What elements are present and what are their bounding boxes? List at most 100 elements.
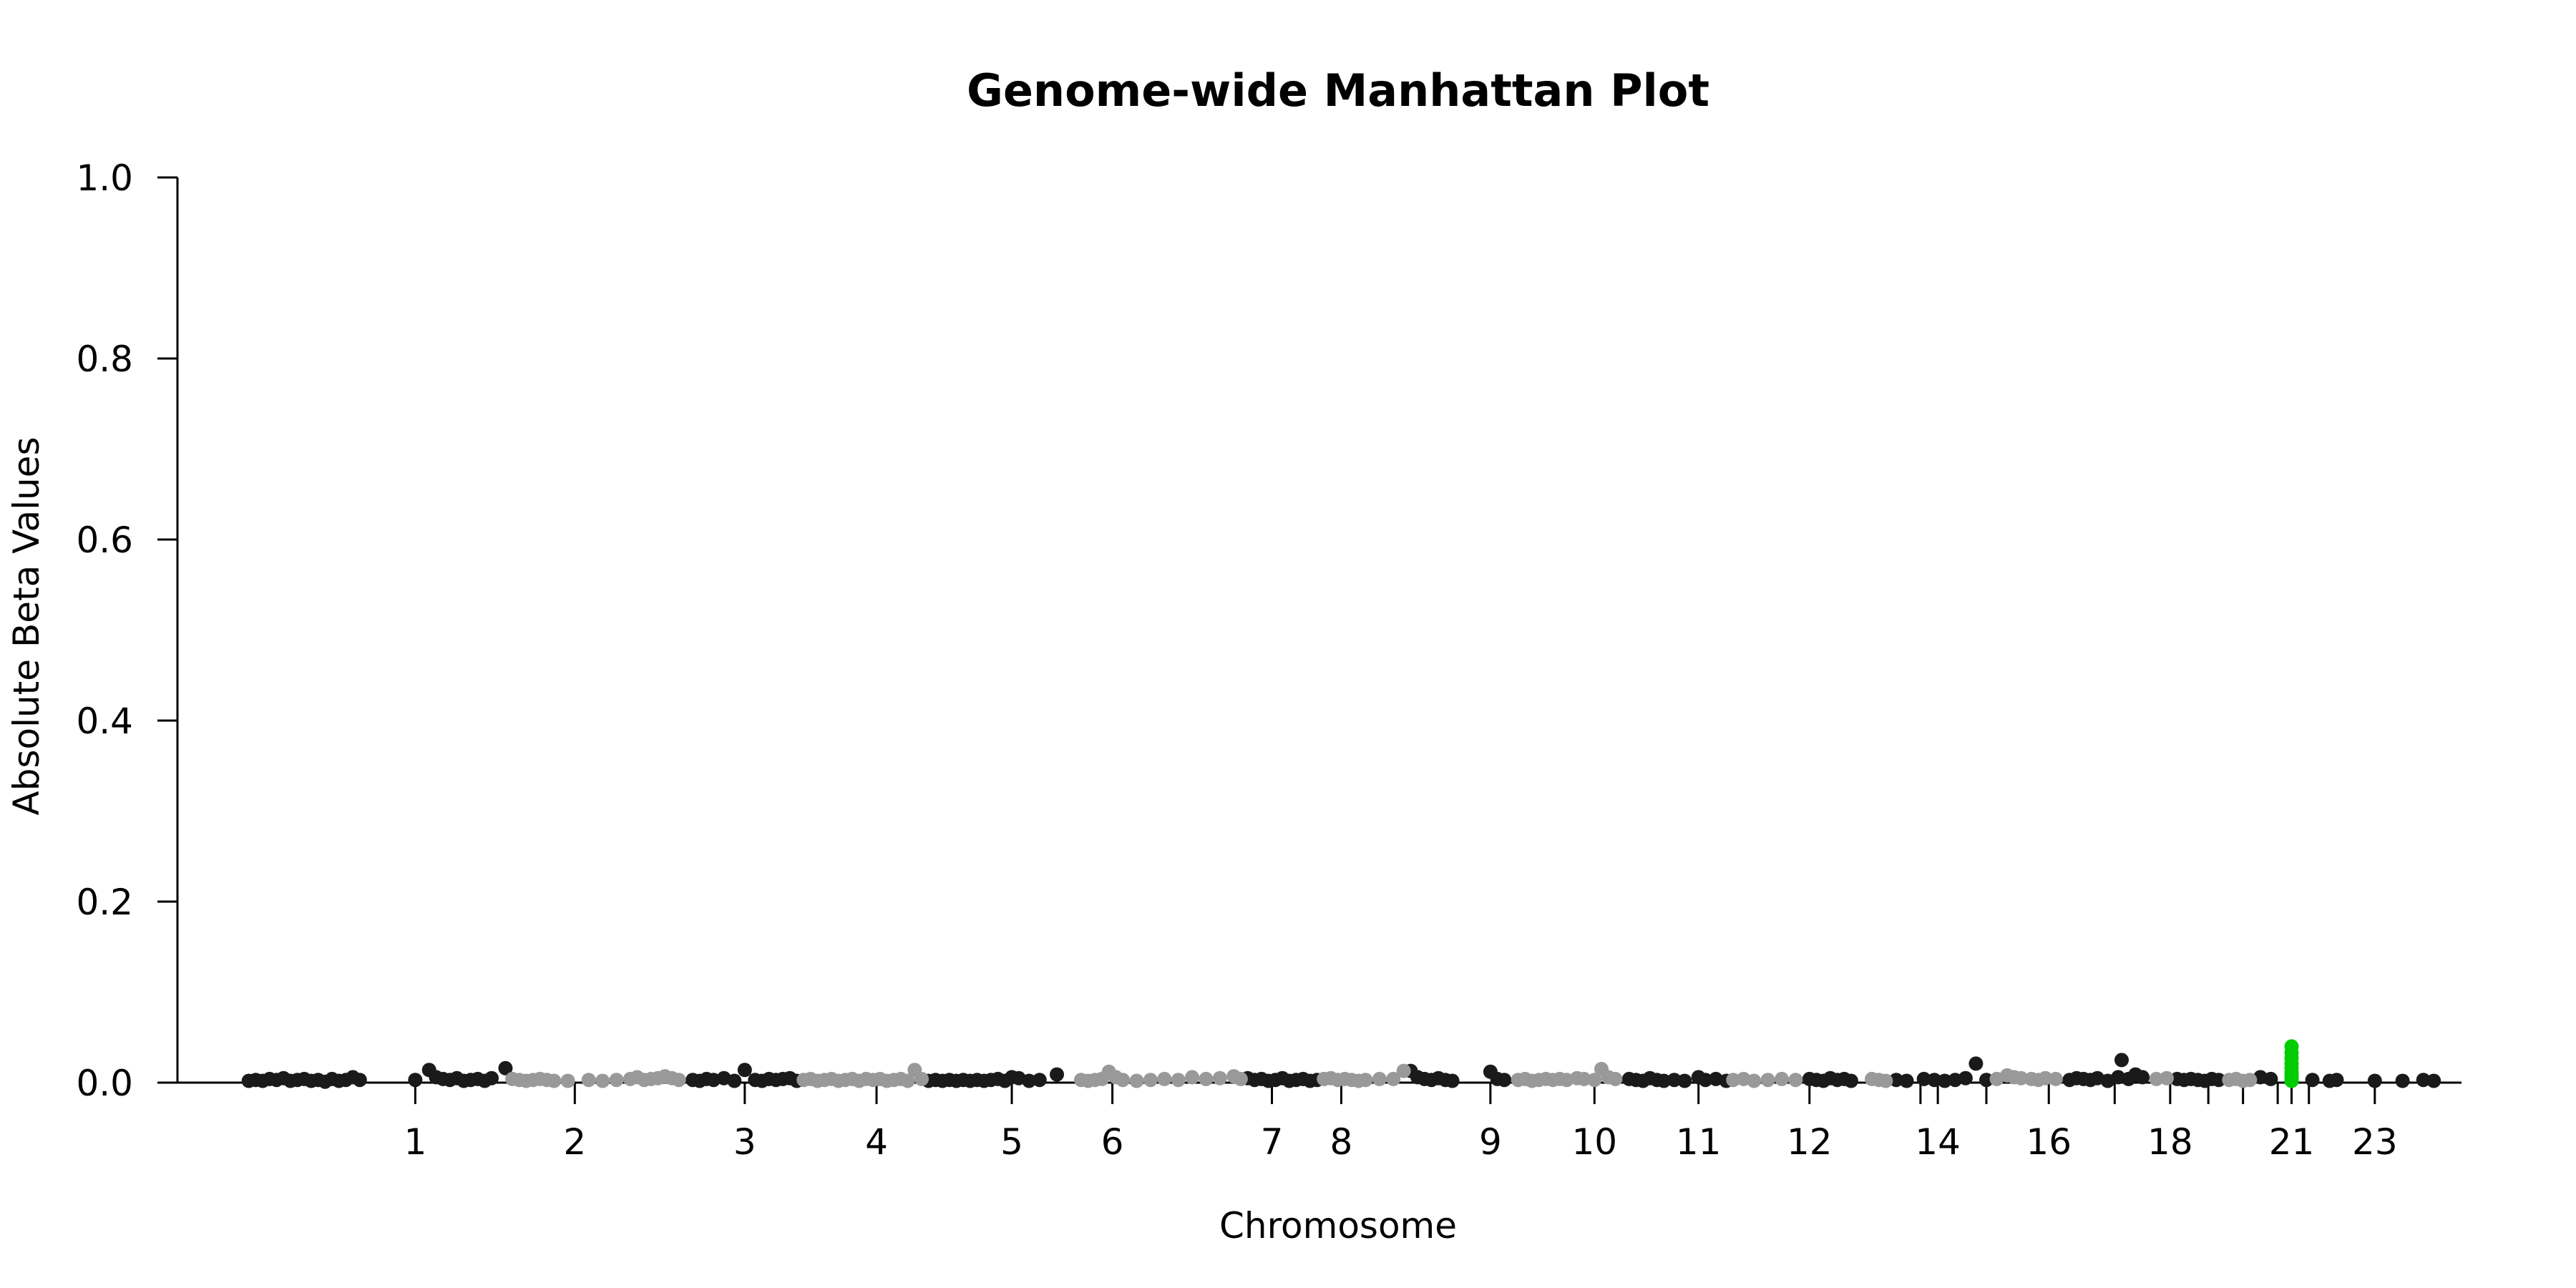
data-point <box>1979 1073 1994 1088</box>
data-point <box>352 1073 367 1088</box>
data-point <box>900 1073 915 1088</box>
data-point <box>2416 1073 2431 1088</box>
data-point <box>2038 1070 2053 1085</box>
data-point <box>595 1073 610 1088</box>
data-point <box>1958 1070 1973 1085</box>
x-tick-label: 4 <box>865 1121 888 1163</box>
data-point <box>1116 1073 1131 1088</box>
data-point <box>1889 1073 1903 1088</box>
data-point <box>1788 1073 1803 1088</box>
data-point <box>1927 1073 1942 1088</box>
x-tick-label: 3 <box>733 1121 756 1163</box>
x-tick-label: 10 <box>1571 1121 1617 1163</box>
x-tick-label: 8 <box>1330 1121 1353 1163</box>
data-point <box>2305 1073 2320 1088</box>
x-tick-label: 23 <box>2352 1121 2398 1163</box>
data-point <box>1396 1063 1411 1078</box>
x-axis-label: Chromosome <box>1219 1205 1457 1246</box>
data-point <box>914 1071 929 1086</box>
data-points <box>241 1039 2441 1089</box>
data-point <box>1937 1073 1952 1088</box>
x-tick-label: 9 <box>1479 1121 1502 1163</box>
y-tick-label: 0.2 <box>76 882 133 923</box>
data-point <box>2395 1073 2410 1088</box>
data-point <box>2263 1071 2278 1086</box>
data-point <box>1698 1073 1713 1088</box>
data-point <box>1878 1073 1893 1088</box>
data-point <box>2284 1073 2299 1088</box>
x-tick-label: 11 <box>1676 1121 1722 1163</box>
data-point <box>1445 1073 1460 1088</box>
data-point <box>2329 1073 2344 1088</box>
chart-title: Genome-wide Manhattan Plot <box>967 64 1709 117</box>
data-point <box>484 1070 499 1085</box>
y-tick-label: 0.4 <box>76 701 133 742</box>
data-point <box>1358 1073 1373 1088</box>
y-tick-label: 0.6 <box>76 519 133 561</box>
data-point <box>609 1073 624 1088</box>
data-point <box>408 1073 423 1088</box>
x-tick-label: 14 <box>1915 1121 1961 1163</box>
x-axis: 1 2 3 4 5 6 7 8 9 10 11 12 14 16 18 21 23 <box>177 1081 2462 1163</box>
x-tick-label: 7 <box>1261 1121 1284 1163</box>
data-point <box>1747 1073 1762 1088</box>
data-point <box>737 1063 752 1078</box>
data-point <box>1185 1070 1199 1085</box>
data-point <box>2048 1071 2063 1086</box>
data-point <box>2367 1073 2382 1088</box>
data-point <box>2426 1073 2441 1088</box>
data-point <box>2160 1070 2174 1085</box>
data-point <box>547 1073 562 1088</box>
data-point <box>1233 1071 1248 1086</box>
data-point <box>1968 1056 1984 1071</box>
x-tick-label: 18 <box>2147 1121 2193 1163</box>
data-point <box>1157 1071 1172 1086</box>
data-point <box>1726 1073 1741 1088</box>
data-point <box>1587 1073 1602 1088</box>
x-tick-label: 2 <box>563 1121 586 1163</box>
data-point <box>1608 1071 1623 1086</box>
data-point <box>1199 1071 1214 1086</box>
data-point <box>1497 1073 1512 1088</box>
data-point <box>1032 1073 1047 1088</box>
data-point <box>1775 1071 1789 1086</box>
data-point <box>1677 1073 1692 1088</box>
data-point <box>1212 1070 1227 1085</box>
x-tick-label: 5 <box>1000 1121 1023 1163</box>
data-point <box>1760 1073 1775 1088</box>
data-point <box>1899 1073 1914 1088</box>
x-tick-label: 6 <box>1101 1121 1124 1163</box>
data-point <box>1171 1073 1186 1088</box>
data-point <box>727 1073 742 1088</box>
data-point <box>1372 1071 1387 1086</box>
data-point <box>2211 1073 2226 1088</box>
data-point <box>2014 1070 2029 1085</box>
data-point <box>1050 1067 1064 1082</box>
data-point <box>1843 1073 1858 1088</box>
y-tick-label: 0.8 <box>76 338 133 380</box>
data-point <box>1129 1073 1144 1088</box>
x-tick-label: 21 <box>2269 1121 2315 1163</box>
y-axis-label: Absolute Beta Values <box>6 437 47 816</box>
data-point <box>560 1073 575 1088</box>
data-point <box>581 1073 596 1088</box>
data-point <box>1916 1071 1931 1086</box>
data-point <box>2243 1073 2258 1088</box>
data-point <box>1022 1073 1037 1088</box>
data-point <box>1576 1071 1591 1086</box>
data-point <box>2149 1071 2164 1086</box>
data-point <box>1386 1071 1401 1086</box>
y-tick-label: 1.0 <box>76 157 133 199</box>
data-point <box>1657 1073 1672 1088</box>
x-tick-label: 12 <box>1787 1121 1833 1163</box>
x-tick-label: 1 <box>404 1121 426 1163</box>
data-point <box>1667 1073 1682 1088</box>
data-point <box>2135 1070 2150 1085</box>
data-point <box>498 1060 513 1075</box>
data-point <box>1143 1073 1158 1088</box>
y-tick-label: 0.0 <box>76 1063 133 1104</box>
x-tick-label: 16 <box>2026 1121 2072 1163</box>
y-axis: 0.0 0.2 0.4 0.6 0.8 1.0 <box>76 157 179 1104</box>
